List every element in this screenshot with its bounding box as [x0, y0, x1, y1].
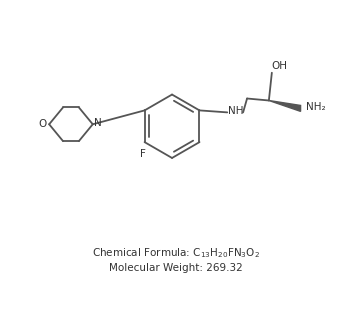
Text: NH: NH [228, 106, 244, 116]
Text: OH: OH [272, 61, 288, 71]
Text: Chemical Formula: C$_{13}$H$_{20}$FN$_{3}$O$_{2}$: Chemical Formula: C$_{13}$H$_{20}$FN$_{3… [92, 246, 260, 260]
Text: Molecular Weight: 269.32: Molecular Weight: 269.32 [109, 263, 243, 273]
Polygon shape [269, 100, 301, 111]
Text: NH₂: NH₂ [306, 102, 325, 112]
Text: N: N [94, 118, 102, 128]
Text: O: O [38, 119, 46, 129]
Text: F: F [140, 149, 145, 159]
